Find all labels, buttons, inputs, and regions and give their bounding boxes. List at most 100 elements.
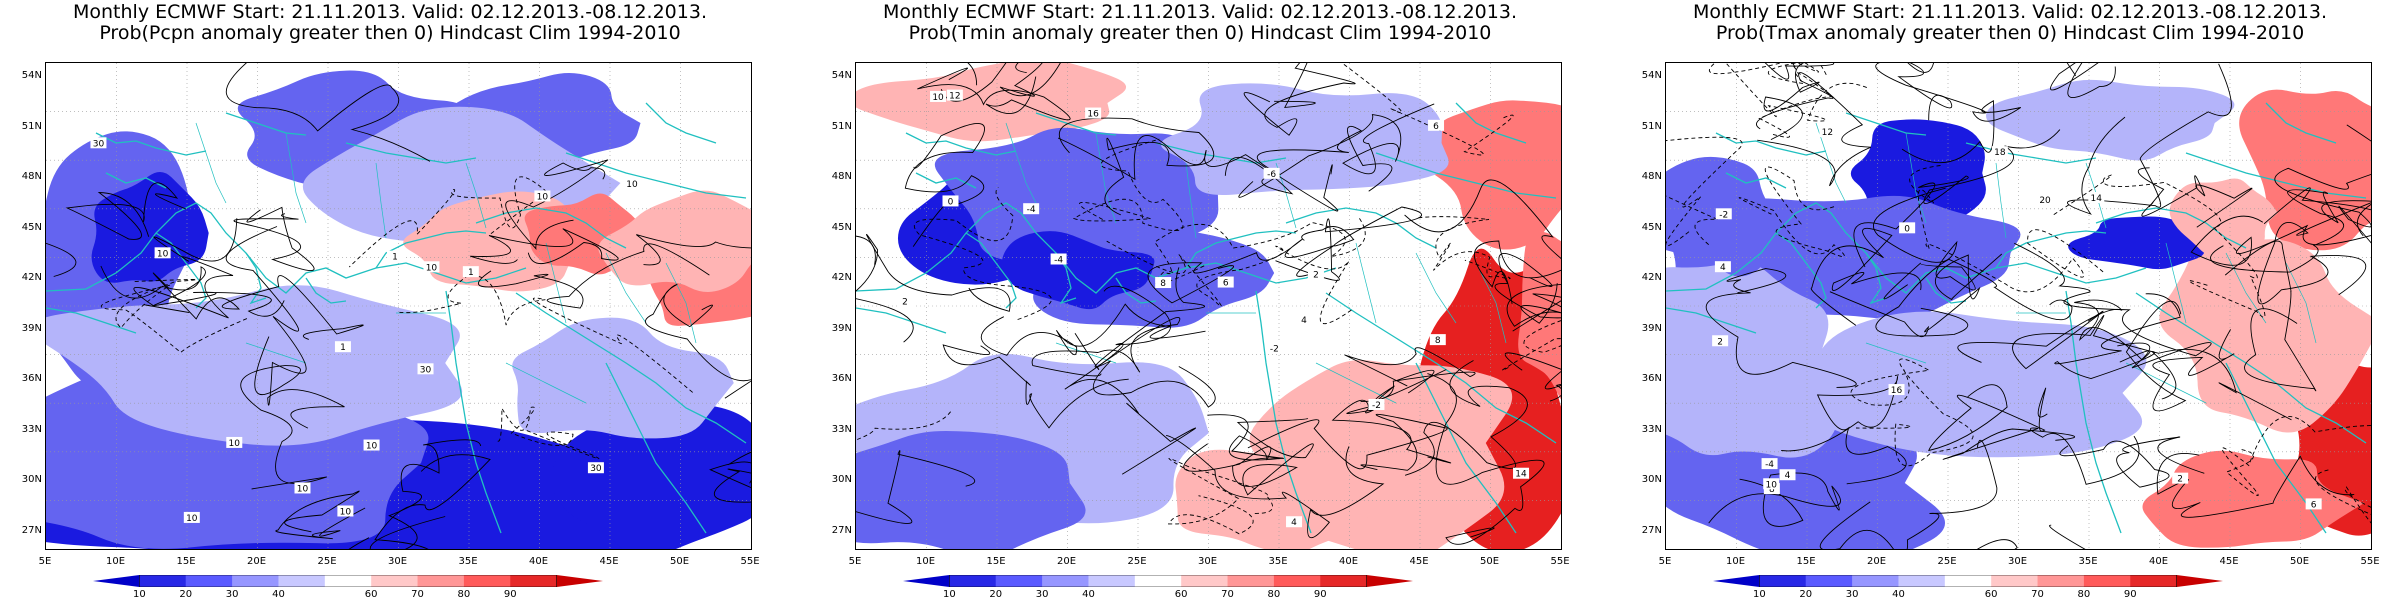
colorbar-swatch bbox=[139, 575, 187, 587]
latitude-tick-label: 39N bbox=[831, 322, 852, 334]
contour-label-bg bbox=[1819, 126, 1836, 138]
shaded-region bbox=[1813, 311, 2147, 458]
colorbar-outline bbox=[139, 575, 557, 587]
contour-line bbox=[1829, 253, 2003, 337]
latitude-tick-label: 27N bbox=[1641, 524, 1662, 536]
map-panel-pcpn: Monthly ECMWF Start: 21.11.2013. Valid: … bbox=[0, 0, 780, 600]
contour-layer bbox=[46, 63, 751, 549]
contour-label-bg bbox=[386, 250, 403, 262]
colorbar bbox=[1713, 575, 2223, 587]
latitude-tick-label: 42N bbox=[1641, 272, 1662, 283]
longitude-tick-label: 35E bbox=[2078, 556, 2098, 567]
coastline-path bbox=[1285, 207, 1437, 249]
contour-line bbox=[1763, 63, 1835, 141]
colorbar-swatch bbox=[463, 575, 511, 587]
contour-line bbox=[1756, 72, 1872, 187]
contour-label-bg bbox=[2172, 472, 2189, 484]
longitude-tick-label: 10E bbox=[1725, 556, 1746, 567]
contour-label: 0 bbox=[1904, 224, 1910, 234]
coastline-path bbox=[856, 307, 947, 334]
longitude-tick-label: 30E bbox=[1197, 556, 1218, 567]
contour-label-bg bbox=[1155, 277, 1172, 289]
coastline-path bbox=[1865, 252, 1887, 305]
contour-line bbox=[497, 406, 600, 460]
contour-line bbox=[942, 344, 1129, 429]
contour-label: 16 bbox=[1891, 386, 1903, 396]
latitude-tick-label: 30N bbox=[21, 474, 42, 485]
colorbar-tick-label: 70 bbox=[2031, 589, 2044, 600]
colorbar-swatch bbox=[324, 575, 372, 587]
shaded-region bbox=[1422, 100, 1561, 250]
contour-label: -4 bbox=[1054, 255, 1063, 265]
probability-map: 10 10 10 10 10 30 30 30 10 10 1 1 1 10 10 bbox=[46, 63, 751, 549]
contour-label: 10 bbox=[229, 439, 241, 449]
border-path bbox=[245, 342, 307, 364]
shaded-region bbox=[856, 63, 1127, 142]
longitude-tick-label: 25E bbox=[1127, 556, 1147, 567]
contour-line bbox=[856, 233, 1011, 343]
contour-label-layer: -4 -2 0 2 4 6 810 12 14 16 18 20 2 4 bbox=[1712, 126, 2322, 510]
contour-line bbox=[1709, 63, 1867, 122]
colorbar-swatch bbox=[1366, 575, 1413, 587]
map-frame: -6 -4 -2 0 2 4 6 8 10 12 14 16 -4 -2 2 4 6 8 bbox=[855, 62, 1562, 550]
latitude-tick-label: 36N bbox=[1641, 373, 1662, 384]
colorbar-swatch bbox=[995, 575, 1043, 587]
contour-line bbox=[1781, 376, 1907, 485]
contour-label: 2 bbox=[902, 297, 908, 307]
contour-label-bg bbox=[1712, 335, 1729, 347]
contour-label-bg bbox=[1217, 276, 1234, 288]
coastline-path bbox=[1995, 230, 2107, 269]
contour-line bbox=[225, 226, 345, 429]
latitude-tick-label: 51N bbox=[831, 120, 852, 132]
contour-line bbox=[2221, 400, 2371, 497]
longitude-tick-label: 50E bbox=[669, 556, 690, 567]
colorbar-tick-label: 20 bbox=[989, 589, 1003, 600]
coastline-path bbox=[515, 292, 747, 444]
latitude-tick-label: 27N bbox=[831, 524, 852, 536]
coastline-path bbox=[2185, 152, 2367, 199]
colorbar-swatch bbox=[93, 575, 140, 587]
coastline-path bbox=[1455, 102, 1527, 144]
border-path bbox=[285, 132, 307, 224]
colorbar-tick-label: 10 bbox=[942, 589, 956, 600]
latitude-tick-label: 45N bbox=[1641, 221, 1662, 233]
contour-label: 12 bbox=[1822, 128, 1833, 138]
colorbar-tick-label: 30 bbox=[1845, 589, 1859, 600]
latitude-tick-label: 27N bbox=[21, 524, 42, 536]
border-path bbox=[375, 162, 387, 239]
longitude-tick-label: 45E bbox=[599, 556, 619, 567]
border-path bbox=[465, 162, 487, 229]
shaded-region bbox=[551, 404, 751, 549]
coastline-path bbox=[46, 307, 137, 334]
contour-line bbox=[1341, 63, 1514, 156]
colorbar-tick-label: 30 bbox=[225, 589, 239, 600]
colorbar-tick-label: 10 bbox=[132, 589, 146, 600]
contour-line bbox=[2053, 174, 2266, 318]
latitude-tick-label: 39N bbox=[1641, 322, 1662, 334]
contour-line bbox=[1232, 417, 1314, 496]
colorbar-swatch bbox=[1805, 575, 1853, 587]
latitude-tick-label: 51N bbox=[21, 120, 42, 132]
contour-line bbox=[1072, 138, 1184, 231]
longitude-tick-label: 25E bbox=[1937, 556, 1957, 567]
contour-label: 8 bbox=[1160, 279, 1166, 289]
contour-line bbox=[1064, 285, 1196, 475]
contour-line bbox=[999, 63, 1061, 97]
longitude-tick-label: 10E bbox=[915, 556, 936, 567]
contour-label: 10 bbox=[626, 180, 638, 190]
longitude-tick-label: 55E bbox=[740, 556, 760, 567]
contour-line bbox=[1875, 63, 2022, 164]
contour-line bbox=[399, 275, 694, 394]
contour-line bbox=[856, 411, 951, 441]
contour-line bbox=[1506, 283, 1561, 332]
contour-label: 2 bbox=[2177, 475, 2183, 485]
contour-label-bg bbox=[946, 89, 963, 101]
coastline-path bbox=[1725, 172, 1787, 189]
border-path bbox=[1415, 252, 1457, 324]
contour-line bbox=[1344, 347, 1476, 403]
map-frame: -4 -2 0 2 4 6 8 10 12 14 16 18 20 2 4 bbox=[1665, 62, 2372, 550]
longitude-tick-label: 20E bbox=[246, 556, 267, 567]
contour-line bbox=[2137, 167, 2253, 228]
contour-label-bg bbox=[534, 190, 551, 202]
latitude-tick-label: 48N bbox=[831, 171, 852, 182]
